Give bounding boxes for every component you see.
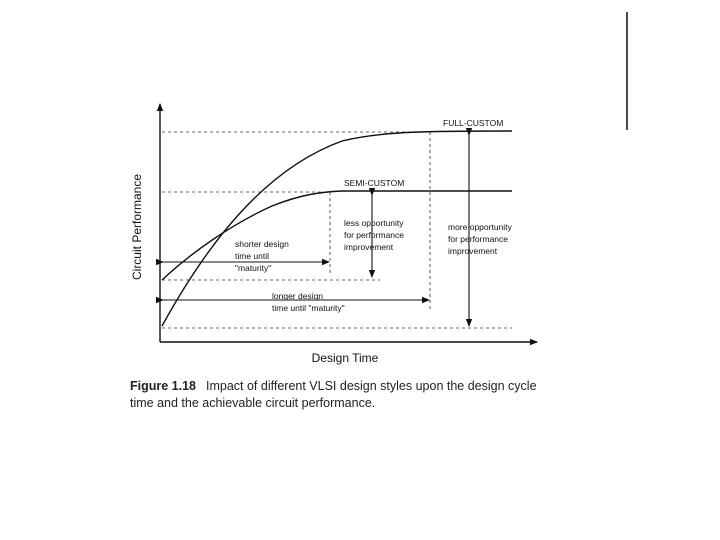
shorter-line-3: "maturity" — [235, 263, 271, 273]
shorter-line-1: shorter design — [235, 239, 289, 249]
caption-text: Impact of different VLSI design styles u… — [130, 379, 537, 410]
semi-custom-curve — [161, 190, 512, 281]
semi-custom-label: SEMI-CUSTOM — [344, 178, 404, 188]
less-line-3: improvement — [344, 242, 394, 252]
figure-label: Figure 1.18 — [130, 379, 196, 393]
less-line-2: for performance — [344, 230, 404, 240]
longer-line-2: time until "maturity" — [272, 303, 345, 313]
figure-caption: Figure 1.18 Impact of different VLSI desi… — [130, 378, 550, 412]
more-line-2: for performance — [448, 234, 508, 244]
less-opportunity-text: less opportunity for performance improve… — [344, 218, 406, 252]
shorter-line-2: time until — [235, 251, 269, 261]
y-axis-label: Circuit Performance — [130, 174, 144, 280]
full-custom-label: FULL-CUSTOM — [443, 118, 503, 128]
x-axis-label: Design Time — [312, 351, 379, 365]
more-line-3: improvement — [448, 246, 498, 256]
shorter-design-text: shorter design time until "maturity" — [235, 239, 291, 273]
longer-design-text: longer design time until "maturity" — [272, 291, 345, 313]
less-line-1: less opportunity — [344, 218, 404, 228]
more-line-1: more opportunity — [448, 222, 513, 232]
longer-line-1: longer design — [272, 291, 323, 301]
more-opportunity-text: more opportunity for performance improve… — [448, 222, 514, 256]
